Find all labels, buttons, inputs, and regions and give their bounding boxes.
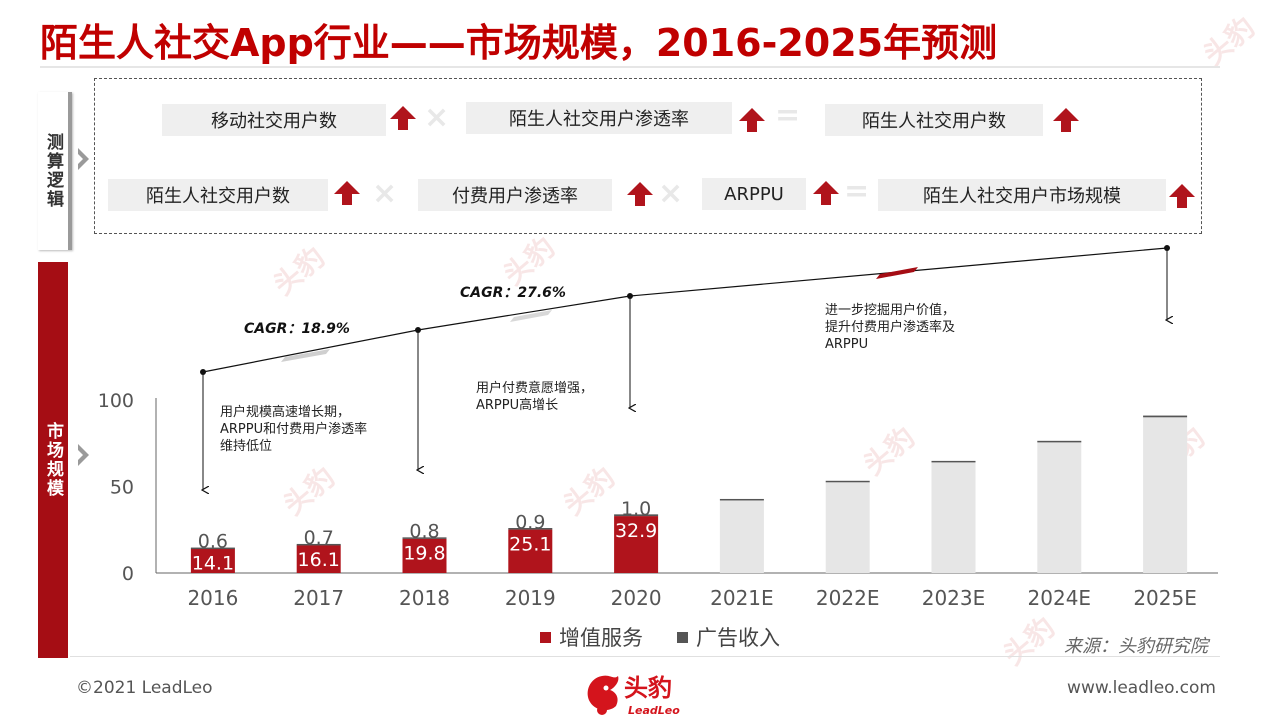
x-tick-label: 2018 xyxy=(399,586,450,610)
website-link[interactable]: www.leadleo.com xyxy=(1067,678,1216,698)
bar-advertising xyxy=(190,547,235,550)
x-tick-label: 2017 xyxy=(293,586,344,610)
bar-advertising xyxy=(1143,415,1188,418)
data-label-advertising: 0.9 xyxy=(515,512,545,534)
bar-value-added-service xyxy=(190,548,235,573)
y-tick-label: 50 xyxy=(110,477,134,499)
annotation-line: 用户规模高速增长期， xyxy=(220,405,351,420)
data-label-advertising: 1.0 xyxy=(621,498,651,520)
x-tick-label: 2024E xyxy=(1028,586,1092,610)
bar-value-added-service xyxy=(1143,417,1188,573)
bar-advertising xyxy=(825,480,870,483)
y-tick-label: 100 xyxy=(98,390,134,412)
chevron-right-icon xyxy=(76,444,89,466)
up-arrow-icon xyxy=(334,181,360,205)
annotation-user-value: 进一步挖掘用户价值， 提升付费用户渗透率及 ARPPU xyxy=(825,302,955,353)
bar-value-added-service xyxy=(402,538,447,573)
cagr-label-1: CAGR：18.9% xyxy=(244,321,350,337)
title-divider xyxy=(40,66,1220,68)
bar-advertising xyxy=(931,460,976,463)
chart-legend: 增值服务 广告收入 xyxy=(540,622,780,652)
up-arrow-icon xyxy=(390,106,416,130)
logo-subtext: LeadLeo xyxy=(628,704,680,717)
annotation-line: ARPPU xyxy=(825,337,869,352)
bar-value-added-service xyxy=(296,545,341,573)
bar-advertising xyxy=(719,498,764,501)
cagr-label-2: CAGR：27.6% xyxy=(460,285,566,301)
bar-value-added-service xyxy=(508,529,553,573)
term-stranger-users-2: 陌生人社交用户数 xyxy=(108,179,328,211)
page-title: 陌生人社交App行业——市场规模，2016-2025年预测 xyxy=(40,21,998,65)
data-label-value-added-service: 25.1 xyxy=(509,534,551,556)
term-mobile-social-users: 移动社交用户数 xyxy=(162,104,386,136)
bar-value-added-service xyxy=(1037,442,1082,573)
bar-value-added-service xyxy=(825,482,870,573)
annotation-line: 进一步挖掘用户价值， xyxy=(825,303,956,318)
legend-label-service: 增值服务 xyxy=(559,626,643,650)
term-market-size: 陌生人社交用户市场规模 xyxy=(878,179,1166,211)
bar-advertising xyxy=(614,514,659,517)
logo-text: 头豹 xyxy=(624,674,672,702)
side-label-calc-logic: 测算逻辑 xyxy=(38,92,72,250)
bar-value-added-service xyxy=(719,500,764,573)
leadleo-logo: 头豹 LeadLeo xyxy=(587,674,680,717)
data-label-advertising: 0.8 xyxy=(409,521,439,543)
calc-logic-box xyxy=(94,78,1202,234)
side-label-market-size: 市场规模 xyxy=(38,262,68,658)
bar-value-added-service xyxy=(931,462,976,573)
copyright: ©2021 LeadLeo xyxy=(76,678,213,698)
x-tick-label: 2022E xyxy=(816,586,880,610)
bar-advertising xyxy=(402,537,447,539)
x-tick-label: 2025E xyxy=(1133,586,1197,610)
legend-swatch-ads xyxy=(677,631,688,643)
term-stranger-users: 陌生人社交用户数 xyxy=(825,104,1043,136)
bar-advertising xyxy=(508,528,553,530)
annotation-line: 维持低位 xyxy=(220,439,273,454)
up-arrow-icon xyxy=(813,181,839,205)
annotation-line: ARPPU和付费用户渗透率 xyxy=(220,422,368,437)
legend-label-ads: 广告收入 xyxy=(696,626,780,650)
x-tick-label: 2020 xyxy=(611,586,662,610)
y-tick-label: 0 xyxy=(122,563,134,585)
up-arrow-icon xyxy=(627,182,653,206)
legend-swatch-service xyxy=(540,631,551,643)
bar-advertising xyxy=(1037,440,1082,443)
equals-icon: = xyxy=(775,98,801,133)
annotation-line: 提升付费用户渗透率及 xyxy=(825,320,956,335)
annotation-growth-stage: 用户规模高速增长期， ARPPU和付费用户渗透率 维持低位 xyxy=(220,404,367,455)
data-label-advertising: 0.7 xyxy=(304,527,334,549)
term-paying-penetration: 付费用户渗透率 xyxy=(418,179,612,211)
up-arrow-icon xyxy=(1169,184,1195,208)
annotation-line: 用户付费意愿增强， xyxy=(476,381,594,396)
data-label-value-added-service: 16.1 xyxy=(298,549,340,571)
x-tick-label: 2021E xyxy=(710,586,774,610)
chevron-right-icon xyxy=(76,148,89,170)
annotation-line: ARPPU高增长 xyxy=(476,398,559,413)
multiply-icon: × xyxy=(424,100,450,135)
x-tick-label: 2019 xyxy=(505,586,556,610)
annotation-willingness: 用户付费意愿增强， ARPPU高增长 xyxy=(476,380,593,414)
up-arrow-icon xyxy=(1053,108,1079,132)
multiply-icon: × xyxy=(372,176,398,211)
equals-icon: = xyxy=(844,174,870,209)
data-label-value-added-service: 14.1 xyxy=(192,553,234,575)
x-tick-label: 2023E xyxy=(922,586,986,610)
data-label-value-added-service: 32.9 xyxy=(615,520,657,542)
x-tick-label: 2016 xyxy=(187,586,238,610)
bar-advertising xyxy=(296,543,341,546)
data-label-value-added-service: 19.8 xyxy=(403,543,445,565)
footer-divider xyxy=(70,656,1220,657)
up-arrow-icon xyxy=(739,108,765,132)
data-label-advertising: 0.6 xyxy=(198,531,228,553)
multiply-icon: × xyxy=(658,176,684,211)
term-arppu: ARPPU xyxy=(702,178,806,210)
term-stranger-penetration: 陌生人社交用户渗透率 xyxy=(466,102,732,134)
source-note: 来源：头豹研究院 xyxy=(1064,636,1208,657)
bar-value-added-service xyxy=(614,516,659,573)
